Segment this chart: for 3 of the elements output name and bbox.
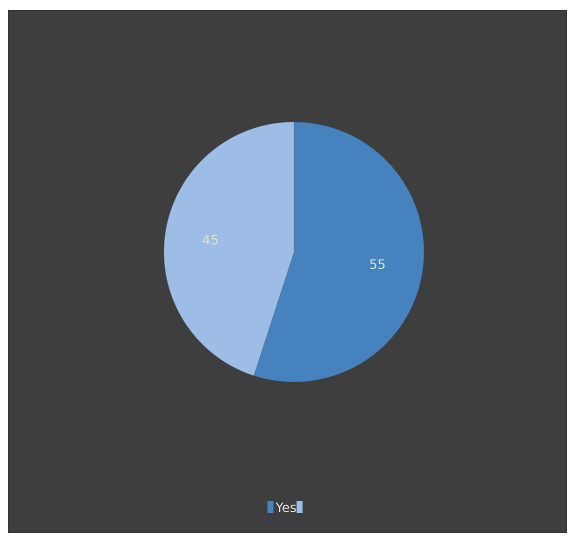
data-label: 45 — [202, 234, 218, 245]
data-label: 55 — [370, 259, 385, 270]
legend-label: Yes — [276, 502, 296, 512]
